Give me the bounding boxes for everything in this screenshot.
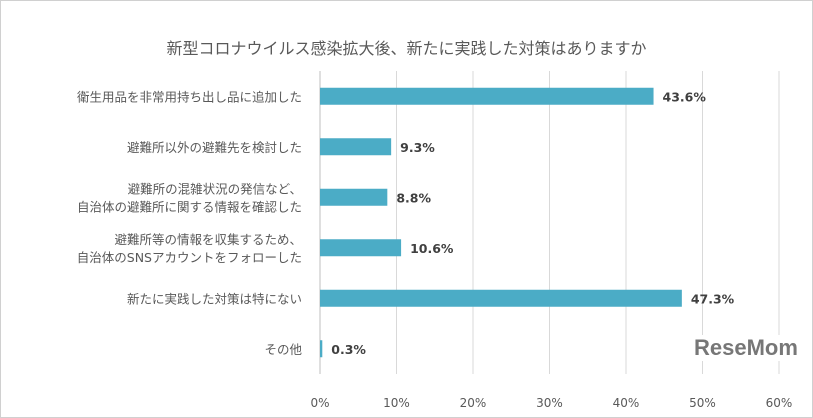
category-label: 新たに実践した対策は特にない: [127, 291, 302, 306]
category-label: 自治体の避難所に関する情報を確認した: [77, 199, 302, 214]
bar: [320, 340, 323, 358]
x-tick-label: 60%: [766, 396, 793, 410]
x-tick-label: 30%: [536, 396, 563, 410]
x-tick-label: 0%: [310, 396, 329, 410]
category-label: 自治体のSNSアカウントをフォローした: [77, 250, 302, 265]
bar: [320, 239, 402, 257]
category-label: 避難所の混雑状況の発信など、: [128, 181, 302, 196]
category-label: 避難所以外の避難先を検討した: [127, 140, 302, 155]
x-tick-label: 10%: [383, 396, 410, 410]
data-label: 43.6%: [663, 89, 707, 104]
bar: [320, 138, 392, 156]
bar: [320, 289, 682, 307]
x-tick-label: 20%: [460, 396, 487, 410]
category-label: 避難所等の情報を収集するため、: [114, 232, 302, 247]
bar: [320, 188, 388, 206]
x-tick-label: 40%: [613, 396, 640, 410]
bar: [320, 87, 654, 105]
chart-title: 新型コロナウイルス感染拡大後、新たに実践した対策はありますか: [166, 39, 647, 58]
category-label: その他: [264, 342, 302, 357]
resemom-logo: ReseMom: [691, 335, 801, 361]
data-label: 0.3%: [331, 342, 366, 357]
data-label: 9.3%: [400, 140, 435, 155]
data-label: 47.3%: [691, 291, 735, 306]
data-label: 8.8%: [396, 190, 431, 205]
x-tick-label: 50%: [689, 396, 716, 410]
category-label: 衛生用品を非常用持ち出し品に追加した: [77, 89, 302, 104]
data-label: 10.6%: [410, 241, 454, 256]
